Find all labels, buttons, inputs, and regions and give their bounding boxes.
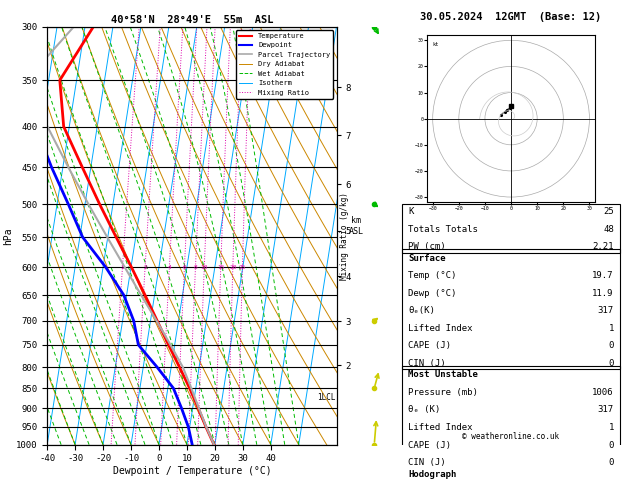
- Legend: Temperature, Dewpoint, Parcel Trajectory, Dry Adiabat, Wet Adiabat, Isotherm, Mi: Temperature, Dewpoint, Parcel Trajectory…: [236, 30, 333, 99]
- Text: 20: 20: [229, 265, 237, 270]
- Y-axis label: hPa: hPa: [3, 227, 13, 244]
- Text: Lifted Index: Lifted Index: [408, 324, 473, 333]
- Text: 0: 0: [608, 359, 614, 368]
- Text: Most Unstable: Most Unstable: [408, 370, 478, 380]
- Text: Totals Totals: Totals Totals: [408, 225, 478, 234]
- Text: 48: 48: [603, 225, 614, 234]
- Text: 8: 8: [194, 265, 198, 270]
- Text: 25: 25: [238, 265, 246, 270]
- Bar: [402, 366, 620, 469]
- Text: 2.21: 2.21: [593, 242, 614, 251]
- Text: CIN (J): CIN (J): [408, 458, 446, 467]
- Text: PW (cm): PW (cm): [408, 242, 446, 251]
- Bar: [402, 249, 620, 369]
- Text: 317: 317: [598, 405, 614, 415]
- Text: Pressure (mb): Pressure (mb): [408, 388, 478, 397]
- Text: Surface: Surface: [408, 254, 446, 262]
- Text: 19.7: 19.7: [593, 271, 614, 280]
- Text: 1LCL: 1LCL: [317, 393, 336, 401]
- Text: Hodograph: Hodograph: [408, 469, 457, 479]
- Text: 30.05.2024  12GMT  (Base: 12): 30.05.2024 12GMT (Base: 12): [420, 12, 602, 22]
- Text: 317: 317: [598, 306, 614, 315]
- Text: 0: 0: [608, 458, 614, 467]
- Text: 1: 1: [121, 265, 125, 270]
- Text: 15: 15: [217, 265, 225, 270]
- Bar: [402, 465, 620, 486]
- Text: © weatheronline.co.uk: © weatheronline.co.uk: [462, 432, 560, 440]
- Text: K: K: [408, 207, 414, 216]
- Text: 1: 1: [608, 423, 614, 432]
- Text: Lifted Index: Lifted Index: [408, 423, 473, 432]
- Text: 2: 2: [143, 265, 147, 270]
- Text: 0: 0: [608, 342, 614, 350]
- Text: θₑ(K): θₑ(K): [408, 306, 435, 315]
- X-axis label: Dewpoint / Temperature (°C): Dewpoint / Temperature (°C): [113, 466, 271, 476]
- Text: CAPE (J): CAPE (J): [408, 441, 452, 450]
- Text: 4: 4: [167, 265, 171, 270]
- Y-axis label: km
ASL: km ASL: [349, 216, 364, 236]
- Text: 1006: 1006: [593, 388, 614, 397]
- Title: 40°58'N  28°49'E  55m  ASL: 40°58'N 28°49'E 55m ASL: [111, 15, 273, 25]
- Text: 1: 1: [608, 324, 614, 333]
- Bar: [402, 204, 620, 253]
- Text: CAPE (J): CAPE (J): [408, 342, 452, 350]
- Text: Mixing Ratio (g/kg): Mixing Ratio (g/kg): [340, 192, 348, 279]
- Text: CIN (J): CIN (J): [408, 359, 446, 368]
- Text: Dewp (°C): Dewp (°C): [408, 289, 457, 298]
- Text: Temp (°C): Temp (°C): [408, 271, 457, 280]
- Text: 0: 0: [608, 441, 614, 450]
- Text: 10: 10: [201, 265, 208, 270]
- Text: kt: kt: [433, 41, 439, 47]
- Text: 6: 6: [182, 265, 186, 270]
- Text: 11.9: 11.9: [593, 289, 614, 298]
- Text: θₑ (K): θₑ (K): [408, 405, 440, 415]
- Text: 25: 25: [603, 207, 614, 216]
